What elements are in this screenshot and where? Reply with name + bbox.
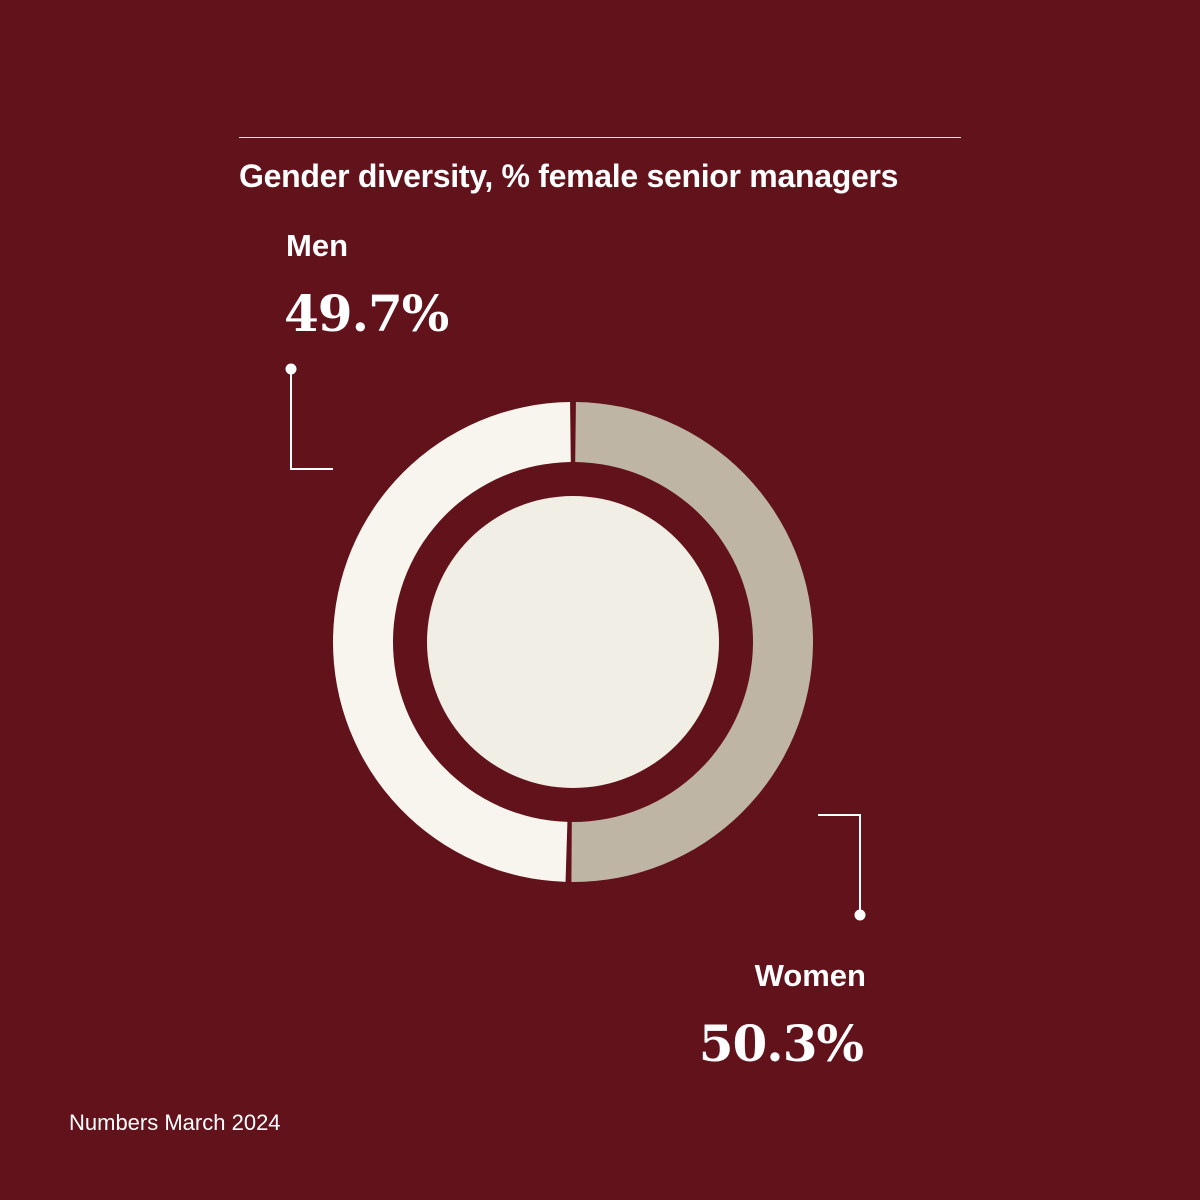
footnote: Numbers March 2024 (69, 1110, 281, 1135)
slice-label-men: Men (286, 228, 348, 263)
slice-value-men: 49.7% (284, 284, 449, 343)
donut-slice-women (571, 402, 814, 883)
slice-value-women: 50.3% (698, 1014, 864, 1073)
chart-title: Gender diversity, % female senior manage… (239, 158, 899, 194)
leader-lines (285, 363, 866, 921)
leader-line-women (818, 814, 861, 915)
title-rule (239, 137, 961, 138)
donut-slice-men (332, 402, 571, 882)
donut-slices (332, 402, 814, 883)
leader-line-men (290, 369, 333, 470)
leader-dot-men (285, 363, 297, 375)
inner-disc (427, 496, 719, 788)
slice-label-women: Women (754, 958, 866, 993)
leader-dot-women (854, 909, 866, 921)
